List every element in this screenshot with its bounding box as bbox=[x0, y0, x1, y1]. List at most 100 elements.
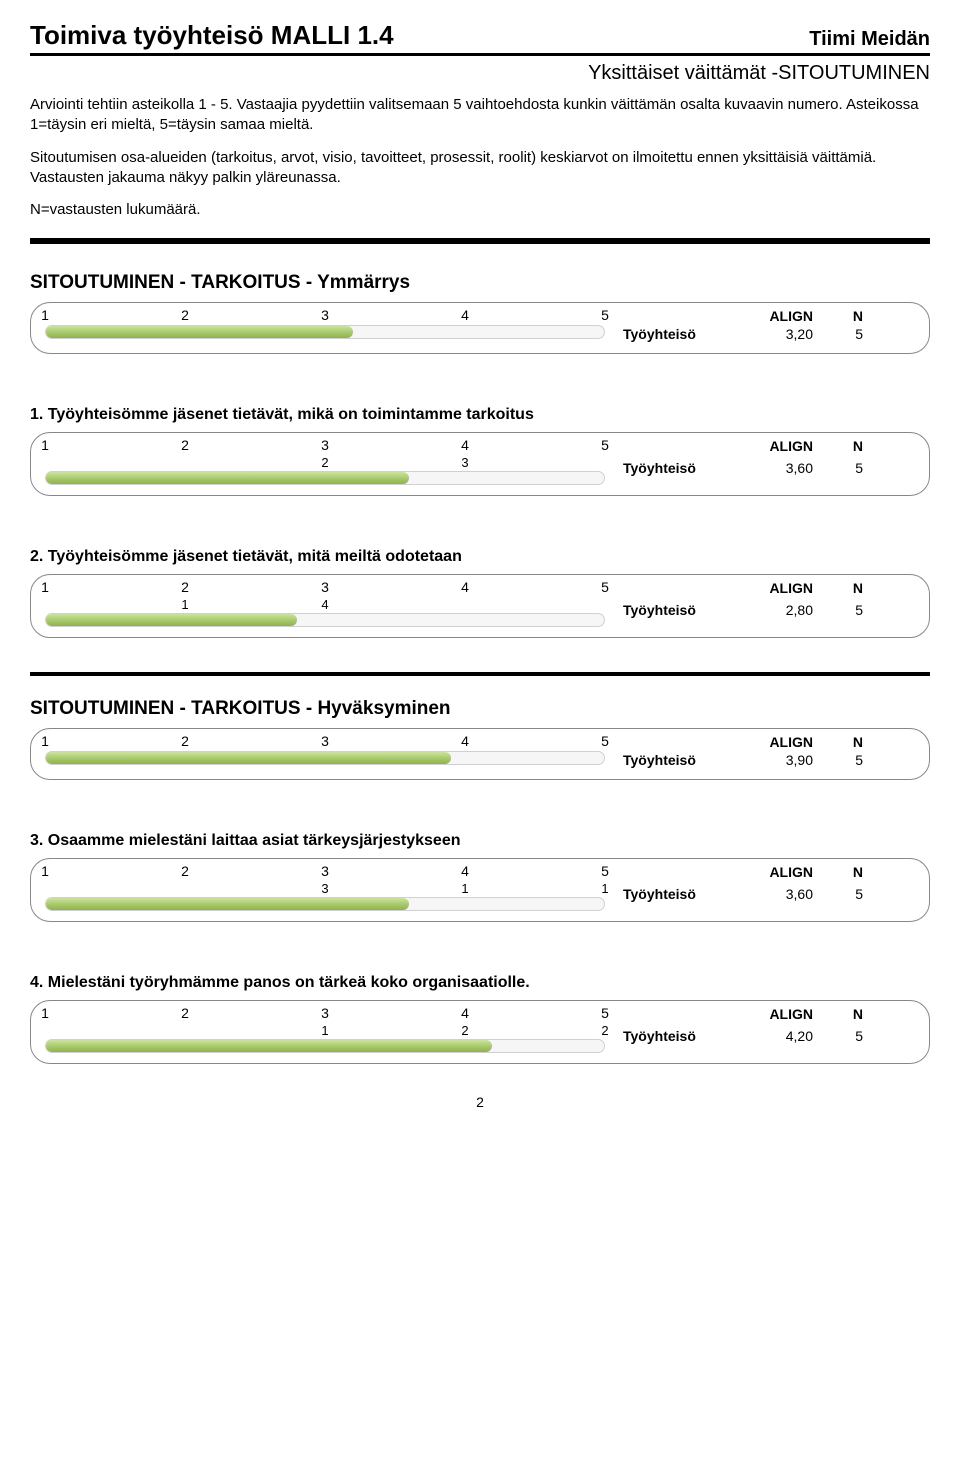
intro-p1: Arviointi tehtiin asteikolla 1 - 5. Vast… bbox=[30, 95, 930, 136]
n-header: N bbox=[813, 308, 863, 324]
scale-tick: 5 bbox=[601, 579, 609, 595]
doc-title: Toimiva työyhteisö MALLI 1.4 bbox=[30, 20, 394, 51]
team-title: Tiimi Meidän bbox=[809, 28, 930, 51]
scale-tick: 1 bbox=[41, 733, 49, 749]
distribution-labels: 122 bbox=[45, 1023, 605, 1039]
scale-tick: 2 bbox=[181, 863, 189, 879]
scale-tick: 1 bbox=[41, 863, 49, 879]
scale-tick: 2 bbox=[181, 579, 189, 595]
legend-area: ALIGNNTyöyhteisö3,205 bbox=[605, 307, 915, 343]
bar-fill bbox=[46, 898, 409, 910]
scale-tick: 3 bbox=[321, 579, 329, 595]
chart: 12345122ALIGNNTyöyhteisö4,205 bbox=[30, 1000, 930, 1064]
group-label: Työyhteisö bbox=[623, 752, 743, 768]
legend-header: ALIGNN bbox=[623, 579, 915, 597]
distribution-value: 1 bbox=[461, 881, 468, 896]
legend-area: ALIGNNTyöyhteisö4,205 bbox=[605, 1005, 915, 1053]
align-header: ALIGN bbox=[743, 734, 813, 750]
chart-box: 1234514ALIGNNTyöyhteisö2,805 bbox=[30, 574, 930, 638]
scale-area: 12345 bbox=[45, 307, 605, 343]
item-title: 4. Mielestäni työryhmämme panos on tärke… bbox=[30, 974, 930, 992]
scale-tick: 4 bbox=[461, 307, 469, 323]
legend-value-row: Työyhteisö3,605 bbox=[623, 885, 915, 903]
group-label: Työyhteisö bbox=[623, 1028, 743, 1044]
distribution-value: 1 bbox=[321, 1023, 328, 1038]
chart: 12345ALIGNNTyöyhteisö3,205 bbox=[30, 302, 930, 354]
scale-area: 12345122 bbox=[45, 1005, 605, 1053]
scale-tick: 3 bbox=[321, 437, 329, 453]
chart-box: 12345ALIGNNTyöyhteisö3,905 bbox=[30, 728, 930, 780]
scale-tick: 5 bbox=[601, 863, 609, 879]
chart: 1234514ALIGNNTyöyhteisö2,805 bbox=[30, 574, 930, 638]
n-value: 5 bbox=[813, 326, 863, 342]
align-value: 3,60 bbox=[743, 886, 813, 902]
align-header: ALIGN bbox=[743, 580, 813, 596]
legend-header: ALIGNN bbox=[623, 863, 915, 881]
legend-header: ALIGNN bbox=[623, 437, 915, 455]
legend-value-row: Työyhteisö3,905 bbox=[623, 751, 915, 769]
item-title: 1. Työyhteisömme jäsenet tietävät, mikä … bbox=[30, 406, 930, 424]
align-value: 4,20 bbox=[743, 1028, 813, 1044]
bar-track bbox=[45, 897, 605, 911]
scale-labels: 12345 bbox=[45, 733, 605, 751]
n-header: N bbox=[813, 864, 863, 880]
bar-fill bbox=[46, 752, 451, 764]
scale-tick: 5 bbox=[601, 437, 609, 453]
distribution-value: 2 bbox=[321, 455, 328, 470]
subtitle: Yksittäiset väittämät -SITOUTUMINEN bbox=[30, 62, 930, 85]
scale-tick: 4 bbox=[461, 437, 469, 453]
chart: 12345ALIGNNTyöyhteisö3,905 bbox=[30, 728, 930, 780]
chart-box: 1234523ALIGNNTyöyhteisö3,605 bbox=[30, 432, 930, 496]
bar-fill bbox=[46, 326, 353, 338]
legend-header: ALIGNN bbox=[623, 1005, 915, 1023]
chart: 1234523ALIGNNTyöyhteisö3,605 bbox=[30, 432, 930, 496]
legend-value-row: Työyhteisö3,205 bbox=[623, 325, 915, 343]
align-value: 3,90 bbox=[743, 752, 813, 768]
chart: 12345311ALIGNNTyöyhteisö3,605 bbox=[30, 858, 930, 922]
distribution-labels: 23 bbox=[45, 455, 605, 471]
bar-fill bbox=[46, 614, 297, 626]
align-header: ALIGN bbox=[743, 1006, 813, 1022]
intro-end-rule bbox=[30, 238, 930, 244]
legend-header: ALIGNN bbox=[623, 307, 915, 325]
legend-value-row: Työyhteisö2,805 bbox=[623, 601, 915, 619]
intro-p3: N=vastausten lukumäärä. bbox=[30, 200, 930, 220]
align-value: 3,60 bbox=[743, 460, 813, 476]
bar-fill bbox=[46, 472, 409, 484]
section-title: SITOUTUMINEN - TARKOITUS - Ymmärrys bbox=[30, 272, 930, 294]
group-label: Työyhteisö bbox=[623, 460, 743, 476]
page-number: 2 bbox=[30, 1094, 930, 1110]
scale-tick: 3 bbox=[321, 733, 329, 749]
scale-tick: 4 bbox=[461, 579, 469, 595]
scale-tick: 1 bbox=[41, 437, 49, 453]
bar-track bbox=[45, 325, 605, 339]
distribution-value: 2 bbox=[601, 1023, 608, 1038]
legend-value-row: Työyhteisö3,605 bbox=[623, 459, 915, 477]
scale-tick: 1 bbox=[41, 307, 49, 323]
page: Toimiva työyhteisö MALLI 1.4 Tiimi Meidä… bbox=[0, 0, 960, 1150]
item-title: 2. Työyhteisömme jäsenet tietävät, mitä … bbox=[30, 548, 930, 566]
distribution-value: 3 bbox=[461, 455, 468, 470]
scale-tick: 4 bbox=[461, 863, 469, 879]
distribution-value: 3 bbox=[321, 881, 328, 896]
section-title: SITOUTUMINEN - TARKOITUS - Hyväksyminen bbox=[30, 698, 930, 720]
legend-header: ALIGNN bbox=[623, 733, 915, 751]
chart-box: 12345122ALIGNNTyöyhteisö4,205 bbox=[30, 1000, 930, 1064]
intro-p2: Sitoutumisen osa-alueiden (tarkoitus, ar… bbox=[30, 148, 930, 189]
scale-labels: 12345 bbox=[45, 1005, 605, 1023]
legend-area: ALIGNN Työyhteisö3,605 bbox=[605, 863, 915, 911]
scale-tick: 4 bbox=[461, 733, 469, 749]
distribution-labels: 311 bbox=[45, 881, 605, 897]
align-value: 2,80 bbox=[743, 602, 813, 618]
group-label: Työyhteisö bbox=[623, 886, 743, 902]
group-label: Työyhteisö bbox=[623, 602, 743, 618]
item-title: 3. Osaamme mielestäni laittaa asiat tärk… bbox=[30, 832, 930, 850]
intro-text: Arviointi tehtiin asteikolla 1 - 5. Vast… bbox=[30, 95, 930, 220]
group-label: Työyhteisö bbox=[623, 326, 743, 342]
scale-tick: 2 bbox=[181, 437, 189, 453]
bar-track bbox=[45, 613, 605, 627]
align-value: 3,20 bbox=[743, 326, 813, 342]
scale-area: 1234514 bbox=[45, 579, 605, 627]
scale-labels: 12345 bbox=[45, 307, 605, 325]
scale-labels: 12345 bbox=[45, 437, 605, 455]
